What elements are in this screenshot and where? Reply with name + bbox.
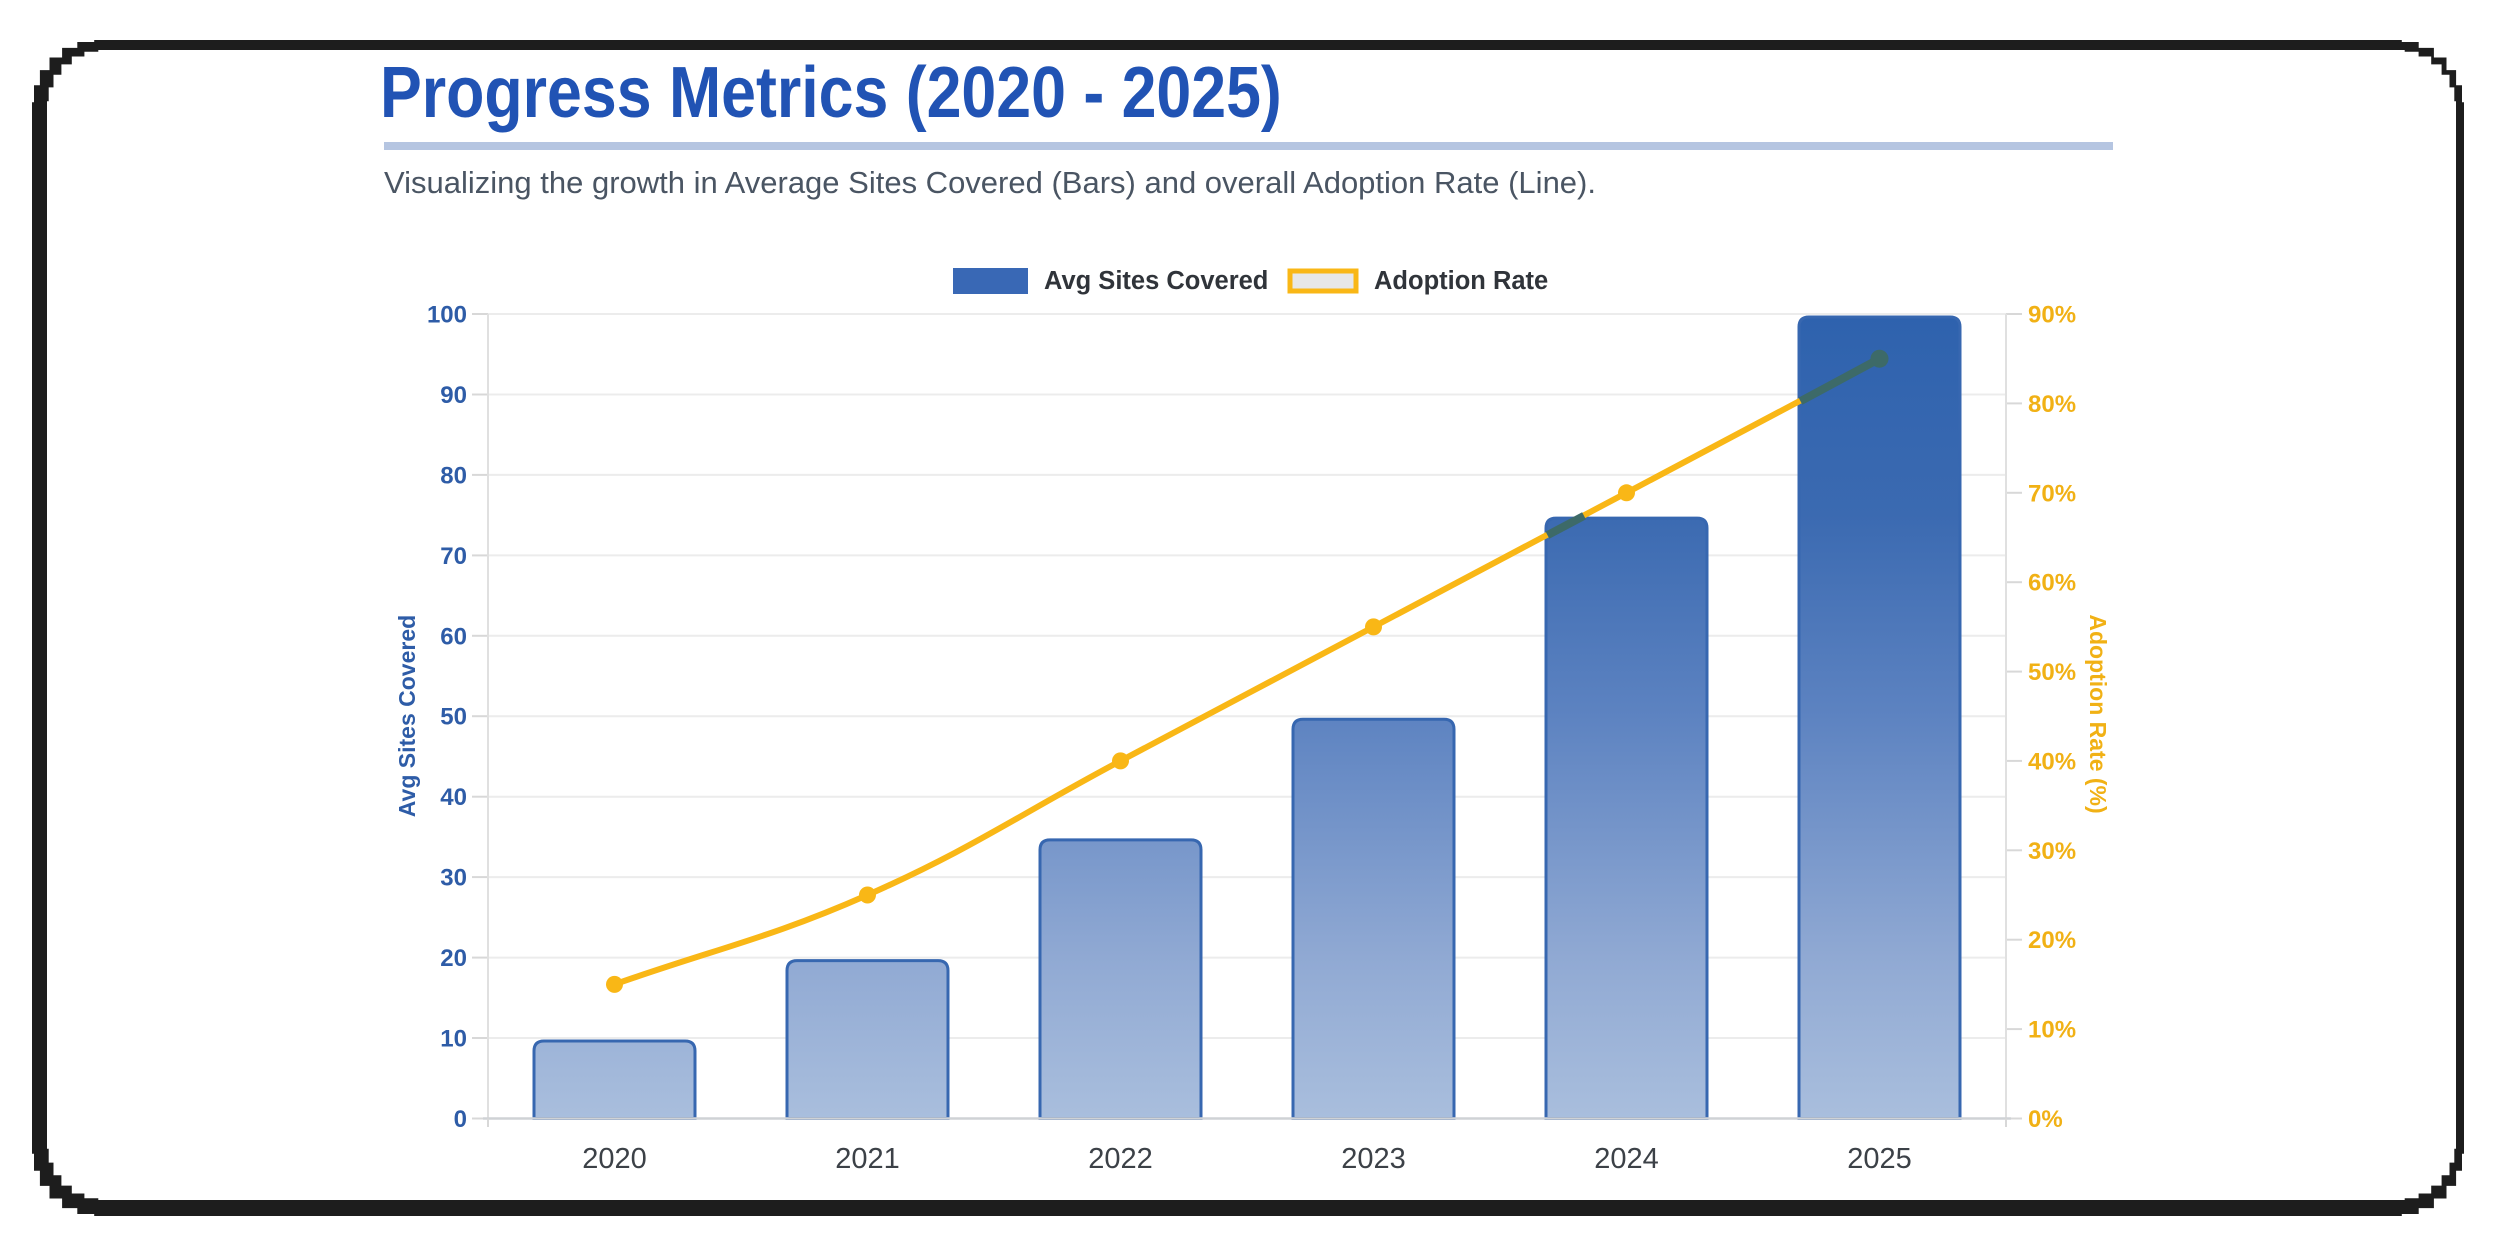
svg-text:100: 100	[427, 302, 467, 329]
svg-text:2024: 2024	[1594, 1143, 1659, 1175]
svg-text:30: 30	[440, 865, 467, 892]
svg-text:80: 80	[440, 462, 467, 489]
svg-text:Adoption Rate: Adoption Rate	[1374, 267, 1548, 295]
svg-text:60: 60	[440, 623, 467, 650]
svg-text:90%: 90%	[2028, 302, 2076, 329]
svg-text:2021: 2021	[835, 1143, 900, 1175]
svg-text:10%: 10%	[2028, 1017, 2076, 1044]
svg-text:30%: 30%	[2028, 838, 2076, 865]
svg-text:0%: 0%	[2028, 1106, 2063, 1133]
svg-text:Avg Sites Covered: Avg Sites Covered	[1044, 267, 1268, 295]
svg-text:2023: 2023	[1341, 1143, 1406, 1175]
svg-text:70: 70	[440, 543, 467, 570]
svg-text:60%: 60%	[2028, 570, 2076, 597]
svg-text:10: 10	[440, 1026, 467, 1053]
svg-text:20: 20	[440, 945, 467, 972]
svg-text:Avg Sites Covered: Avg Sites Covered	[394, 615, 420, 817]
svg-text:70%: 70%	[2028, 480, 2076, 507]
svg-text:2022: 2022	[1088, 1143, 1153, 1175]
svg-text:80%: 80%	[2028, 391, 2076, 418]
svg-text:2020: 2020	[582, 1143, 647, 1175]
svg-text:40: 40	[440, 784, 467, 811]
svg-text:50: 50	[440, 704, 467, 731]
svg-text:2025: 2025	[1847, 1143, 1912, 1175]
svg-text:50%: 50%	[2028, 659, 2076, 686]
svg-text:20%: 20%	[2028, 927, 2076, 954]
svg-text:90: 90	[440, 382, 467, 409]
svg-text:Adoption Rate (%): Adoption Rate (%)	[2085, 614, 2111, 813]
svg-text:0: 0	[454, 1106, 467, 1133]
svg-text:40%: 40%	[2028, 748, 2076, 775]
